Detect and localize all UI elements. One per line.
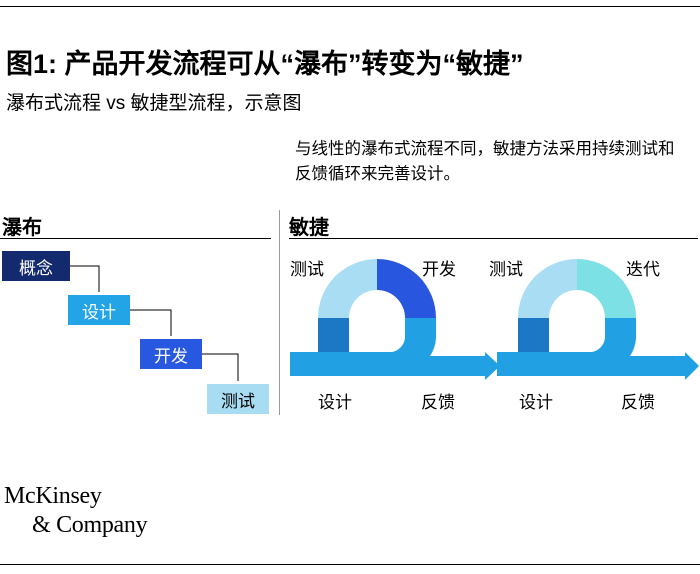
ring-segment-iterate: [577, 259, 636, 318]
waterfall-connector: [202, 353, 239, 381]
cycle2-label-iterate: 迭代: [626, 260, 660, 279]
cycle1-label-design: 设计: [318, 393, 352, 412]
waterfall-step-test: 测试: [207, 384, 269, 414]
waterfall-heading: 瀑布: [2, 217, 42, 239]
logo-line-2: & Company: [32, 512, 148, 538]
ring-segment-design: [518, 318, 549, 352]
cycle2-label-feedback: 反馈: [621, 393, 655, 412]
ring-segment-test: [318, 259, 377, 318]
waterfall-connector: [130, 309, 172, 336]
cycle2-label-design: 设计: [519, 393, 553, 412]
explanatory-note: 与线性的瀑布式流程不同，敏捷方法采用持续测试和反馈循环来完善设计。: [295, 140, 675, 183]
bottom-rule: [0, 564, 700, 565]
top-rule: [0, 6, 700, 7]
agile-heading-rule: [289, 238, 698, 239]
waterfall-heading-rule: [0, 238, 271, 239]
cycle1-label-test: 测试: [290, 260, 324, 279]
section-divider: [279, 210, 280, 415]
figure-title: 图1: 产品开发流程可从“瀑布”转变为“敏捷”: [6, 49, 524, 79]
cycle1-label-feedback: 反馈: [421, 393, 455, 412]
agile-cycle-1: [290, 259, 500, 380]
loop-arrow-2: [497, 318, 699, 380]
loop-arrow-1: [290, 318, 500, 380]
cycle2-label-test: 测试: [489, 260, 523, 279]
waterfall-step-develop: 开发: [140, 339, 202, 369]
ring-segment-test: [518, 259, 577, 318]
ring-segment-develop: [377, 259, 436, 318]
waterfall-step-design: 设计: [68, 295, 130, 325]
agile-heading: 敏捷: [289, 217, 329, 239]
figure-subtitle: 瀑布式流程 vs 敏捷型流程，示意图: [6, 93, 302, 114]
waterfall-step-concept: 概念: [2, 251, 70, 281]
agile-cycle-2: [497, 259, 699, 380]
cycle1-label-develop: 开发: [422, 260, 456, 279]
logo-line-1: McKinsey: [4, 483, 102, 509]
ring-segment-design: [318, 318, 349, 352]
waterfall-connector: [70, 265, 100, 292]
